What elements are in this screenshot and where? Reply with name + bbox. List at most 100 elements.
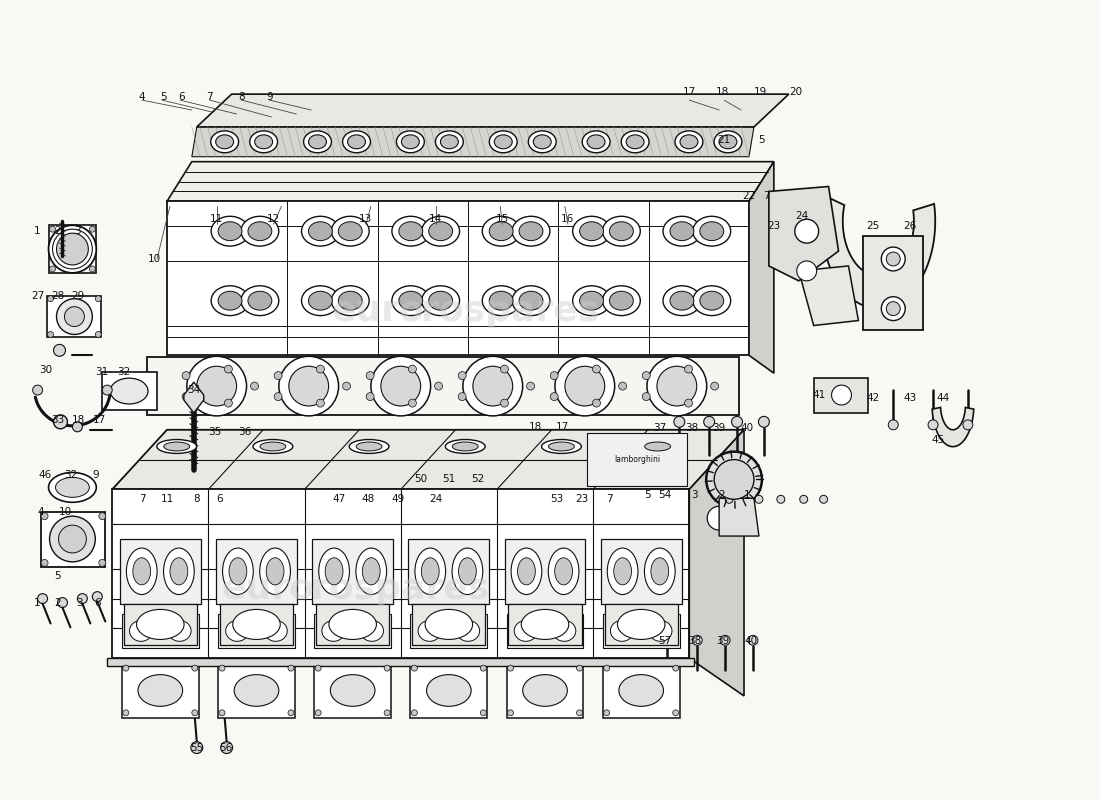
Ellipse shape bbox=[218, 291, 242, 310]
Circle shape bbox=[550, 393, 558, 401]
Ellipse shape bbox=[651, 558, 669, 585]
Ellipse shape bbox=[330, 674, 375, 706]
Text: 3: 3 bbox=[74, 226, 80, 236]
Text: 32: 32 bbox=[118, 367, 131, 377]
Text: 28: 28 bbox=[51, 290, 64, 301]
Text: 6: 6 bbox=[178, 92, 185, 102]
Ellipse shape bbox=[241, 286, 278, 315]
Circle shape bbox=[274, 372, 282, 379]
Text: 13: 13 bbox=[360, 214, 373, 224]
Circle shape bbox=[191, 710, 198, 716]
Text: 31: 31 bbox=[96, 367, 109, 377]
Text: 6: 6 bbox=[94, 598, 100, 607]
Circle shape bbox=[37, 594, 47, 603]
Circle shape bbox=[692, 635, 702, 646]
Circle shape bbox=[642, 372, 650, 379]
Circle shape bbox=[89, 226, 96, 232]
Circle shape bbox=[604, 665, 609, 671]
Ellipse shape bbox=[216, 135, 233, 149]
Circle shape bbox=[224, 365, 232, 373]
Polygon shape bbox=[112, 430, 744, 490]
Circle shape bbox=[48, 226, 97, 273]
Text: 19: 19 bbox=[755, 87, 768, 97]
Ellipse shape bbox=[626, 135, 645, 149]
Circle shape bbox=[384, 710, 390, 716]
Ellipse shape bbox=[649, 621, 672, 642]
Circle shape bbox=[371, 356, 430, 416]
Circle shape bbox=[183, 372, 190, 379]
Ellipse shape bbox=[587, 135, 605, 149]
Polygon shape bbox=[167, 202, 749, 355]
Circle shape bbox=[507, 710, 514, 716]
Text: 7: 7 bbox=[207, 92, 213, 102]
Polygon shape bbox=[749, 162, 774, 373]
Ellipse shape bbox=[610, 621, 634, 642]
Bar bbox=[316, 603, 389, 646]
Polygon shape bbox=[184, 382, 204, 413]
Circle shape bbox=[73, 422, 82, 432]
Circle shape bbox=[102, 385, 112, 395]
Ellipse shape bbox=[693, 216, 730, 246]
Ellipse shape bbox=[157, 439, 197, 454]
Circle shape bbox=[832, 385, 851, 405]
Circle shape bbox=[99, 513, 106, 520]
Text: 24: 24 bbox=[429, 494, 442, 504]
Ellipse shape bbox=[490, 291, 513, 310]
Circle shape bbox=[33, 385, 43, 395]
Bar bbox=[216, 539, 297, 603]
Polygon shape bbox=[932, 407, 974, 446]
Ellipse shape bbox=[446, 439, 485, 454]
Ellipse shape bbox=[675, 131, 703, 153]
Text: 35: 35 bbox=[208, 426, 221, 437]
Ellipse shape bbox=[609, 291, 634, 310]
Text: 2: 2 bbox=[54, 226, 60, 236]
Polygon shape bbox=[822, 195, 935, 309]
Circle shape bbox=[381, 366, 420, 406]
Ellipse shape bbox=[427, 674, 471, 706]
Bar bbox=[218, 663, 295, 718]
Ellipse shape bbox=[490, 131, 517, 153]
Ellipse shape bbox=[436, 131, 463, 153]
Bar bbox=[603, 663, 680, 718]
Ellipse shape bbox=[331, 216, 370, 246]
Text: 41: 41 bbox=[812, 390, 825, 400]
Bar bbox=[48, 226, 97, 273]
Text: 10: 10 bbox=[147, 254, 161, 264]
Text: 26: 26 bbox=[903, 222, 916, 231]
Circle shape bbox=[481, 665, 486, 671]
Ellipse shape bbox=[514, 621, 537, 642]
Ellipse shape bbox=[490, 222, 513, 241]
Circle shape bbox=[796, 261, 816, 281]
Circle shape bbox=[54, 344, 66, 356]
Ellipse shape bbox=[170, 558, 188, 585]
Circle shape bbox=[366, 393, 374, 401]
Circle shape bbox=[593, 399, 601, 407]
Circle shape bbox=[99, 559, 106, 566]
Circle shape bbox=[550, 372, 558, 379]
Circle shape bbox=[673, 665, 679, 671]
Ellipse shape bbox=[110, 378, 148, 404]
Circle shape bbox=[556, 356, 615, 416]
Ellipse shape bbox=[319, 548, 350, 594]
Ellipse shape bbox=[573, 286, 610, 315]
Ellipse shape bbox=[548, 548, 579, 594]
Ellipse shape bbox=[440, 135, 459, 149]
Circle shape bbox=[54, 415, 67, 429]
Circle shape bbox=[316, 665, 321, 671]
Circle shape bbox=[58, 525, 87, 553]
Ellipse shape bbox=[168, 621, 191, 642]
Circle shape bbox=[289, 366, 329, 406]
Circle shape bbox=[881, 247, 905, 271]
Ellipse shape bbox=[549, 442, 574, 451]
Circle shape bbox=[251, 382, 258, 390]
Bar bbox=[312, 539, 393, 603]
Polygon shape bbox=[197, 94, 789, 127]
Bar bbox=[508, 603, 582, 646]
Text: 27: 27 bbox=[31, 290, 44, 301]
Circle shape bbox=[657, 366, 696, 406]
Circle shape bbox=[777, 495, 784, 503]
Text: 33: 33 bbox=[51, 415, 64, 425]
Circle shape bbox=[221, 742, 232, 754]
Circle shape bbox=[795, 219, 818, 243]
Text: 17: 17 bbox=[556, 422, 569, 432]
